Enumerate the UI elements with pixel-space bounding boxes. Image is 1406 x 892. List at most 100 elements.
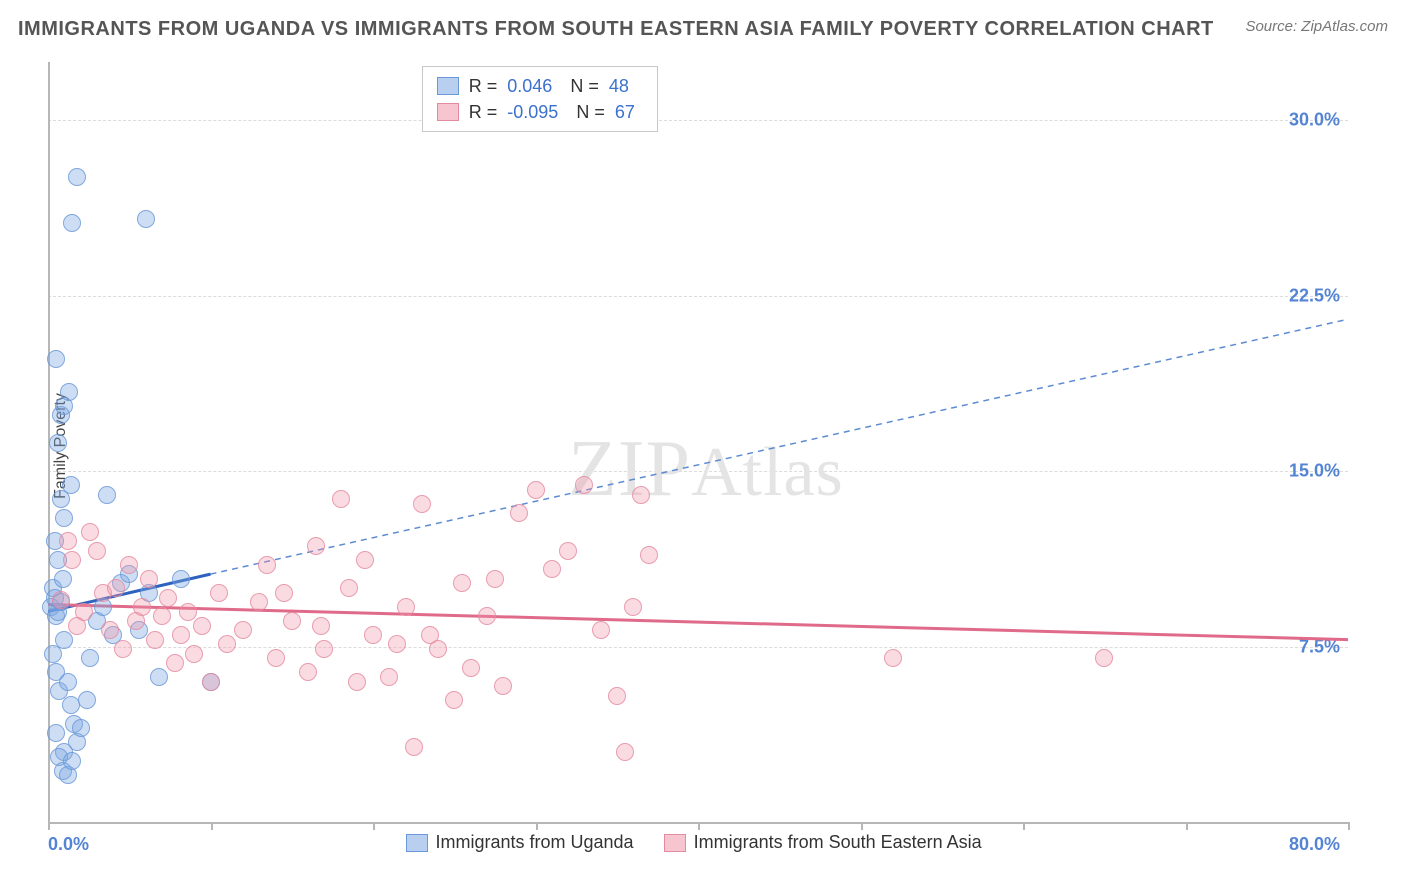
legend-swatch-icon <box>664 834 686 852</box>
data-point <box>68 168 86 186</box>
data-point <box>543 560 561 578</box>
y-tick-label: 22.5% <box>1289 285 1340 306</box>
correlation-row: R = 0.046N = 48 <box>437 73 643 99</box>
data-point <box>63 214 81 232</box>
grid-line <box>48 120 1348 121</box>
data-point <box>137 210 155 228</box>
data-point <box>185 645 203 663</box>
data-point <box>52 591 70 609</box>
legend: Immigrants from Uganda Immigrants from So… <box>406 832 982 853</box>
data-point <box>640 546 658 564</box>
data-point <box>405 738 423 756</box>
data-point <box>494 677 512 695</box>
grid-line <box>48 471 1348 472</box>
x-tick <box>1023 822 1025 830</box>
data-point <box>114 640 132 658</box>
data-point <box>307 537 325 555</box>
y-tick-label: 15.0% <box>1289 461 1340 482</box>
trend-lines <box>48 62 1348 822</box>
correlation-box: R = 0.046N = 48R = -0.095N = 67 <box>422 66 658 132</box>
legend-item: Immigrants from South Eastern Asia <box>664 832 982 853</box>
data-point <box>462 659 480 677</box>
data-point <box>486 570 504 588</box>
data-point <box>54 570 72 588</box>
data-point <box>47 350 65 368</box>
data-point <box>107 579 125 597</box>
legend-swatch-icon <box>406 834 428 852</box>
y-tick-label: 30.0% <box>1289 110 1340 131</box>
data-point <box>559 542 577 560</box>
data-point <box>55 631 73 649</box>
data-point <box>140 570 158 588</box>
x-tick <box>373 822 375 830</box>
data-point <box>101 621 119 639</box>
data-point <box>315 640 333 658</box>
data-point <box>133 598 151 616</box>
legend-item: Immigrants from Uganda <box>406 832 634 853</box>
data-point <box>632 486 650 504</box>
data-point <box>59 673 77 691</box>
data-point <box>78 691 96 709</box>
data-point <box>592 621 610 639</box>
x-tick <box>861 822 863 830</box>
data-point <box>380 668 398 686</box>
data-point <box>275 584 293 602</box>
x-tick <box>48 822 50 830</box>
x-tick <box>698 822 700 830</box>
x-max-label: 80.0% <box>1289 834 1340 855</box>
grid-line <box>48 647 1348 648</box>
data-point <box>312 617 330 635</box>
data-point <box>62 476 80 494</box>
x-min-label: 0.0% <box>48 834 89 855</box>
data-point <box>81 523 99 541</box>
data-point <box>120 556 138 574</box>
data-point <box>299 663 317 681</box>
data-point <box>218 635 236 653</box>
x-tick <box>536 822 538 830</box>
x-tick <box>1348 822 1350 830</box>
legend-label: Immigrants from South Eastern Asia <box>694 832 982 853</box>
chart-title: IMMIGRANTS FROM UGANDA VS IMMIGRANTS FRO… <box>18 18 1214 41</box>
data-point <box>193 617 211 635</box>
legend-label: Immigrants from Uganda <box>436 832 634 853</box>
data-point <box>234 621 252 639</box>
data-point <box>624 598 642 616</box>
watermark: ZIPAtlas <box>568 424 844 515</box>
data-point <box>1095 649 1113 667</box>
grid-line <box>48 296 1348 297</box>
correlation-row: R = -0.095N = 67 <box>437 99 643 125</box>
x-tick <box>1186 822 1188 830</box>
data-point <box>166 654 184 672</box>
data-point <box>397 598 415 616</box>
data-point <box>332 490 350 508</box>
data-point <box>258 556 276 574</box>
data-point <box>159 589 177 607</box>
data-point <box>250 593 268 611</box>
data-point <box>445 691 463 709</box>
series-swatch-icon <box>437 103 459 121</box>
data-point <box>575 476 593 494</box>
data-point <box>267 649 285 667</box>
series-swatch-icon <box>437 77 459 95</box>
data-point <box>527 481 545 499</box>
data-point <box>172 570 190 588</box>
data-point <box>47 724 65 742</box>
data-point <box>179 603 197 621</box>
data-point <box>608 687 626 705</box>
data-point <box>172 626 190 644</box>
data-point <box>88 542 106 560</box>
data-point <box>210 584 228 602</box>
data-point <box>478 607 496 625</box>
data-point <box>63 752 81 770</box>
data-point <box>153 607 171 625</box>
data-point <box>60 383 78 401</box>
data-point <box>364 626 382 644</box>
data-point <box>356 551 374 569</box>
data-point <box>413 495 431 513</box>
x-tick <box>211 822 213 830</box>
data-point <box>202 673 220 691</box>
data-point <box>75 603 93 621</box>
y-tick-label: 7.5% <box>1299 636 1340 657</box>
data-point <box>616 743 634 761</box>
data-point <box>510 504 528 522</box>
